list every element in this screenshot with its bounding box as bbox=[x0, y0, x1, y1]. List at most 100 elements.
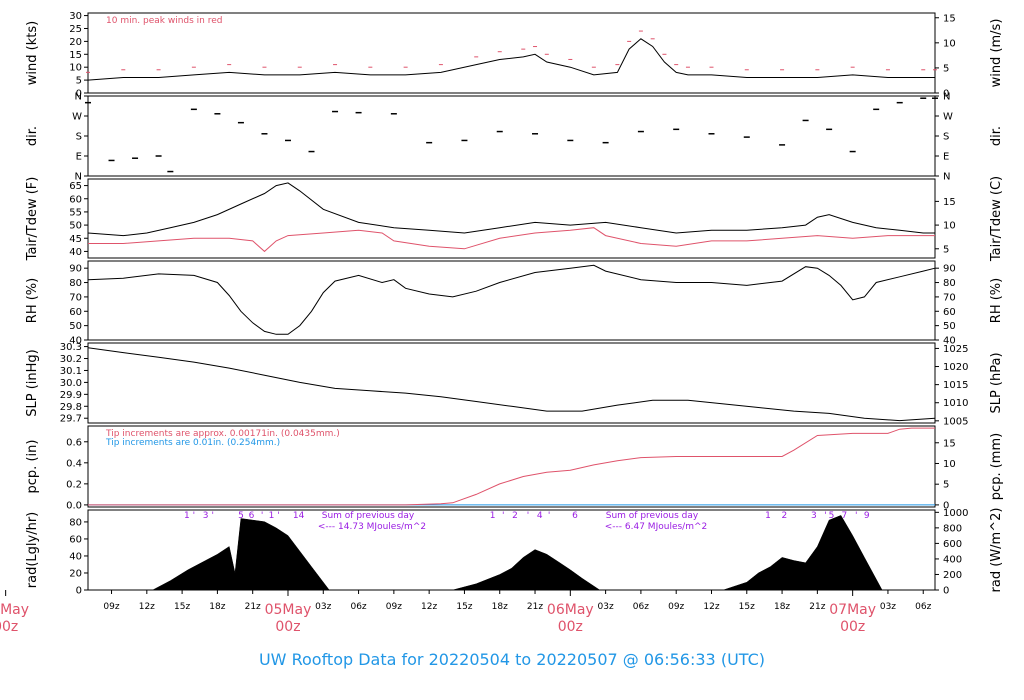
panel-frame-pcp bbox=[87, 425, 936, 508]
rad-hour-mark: ' bbox=[548, 511, 550, 521]
series-pcp bbox=[88, 427, 935, 506]
tick-label-left-rad: 20 bbox=[69, 568, 82, 579]
series-rad bbox=[152, 515, 883, 591]
day-label: 06May bbox=[547, 602, 594, 618]
y-label-right-rh: RH (%) bbox=[989, 278, 1004, 323]
tick-label-right-rad: 0 bbox=[943, 586, 949, 597]
y-label-right-dir: dir. bbox=[989, 126, 1004, 146]
rad-hour-mark: ' bbox=[527, 511, 529, 521]
rad-hour-mark: 2 bbox=[782, 511, 788, 521]
tick-label-right-pcp: 10 bbox=[943, 459, 956, 470]
panel-frame-dir bbox=[87, 95, 936, 177]
day-label: 07May bbox=[829, 602, 876, 618]
x-tick-label: 06z bbox=[633, 602, 649, 612]
y-label-left-rad: rad(Lgly/hr) bbox=[25, 512, 40, 588]
tick-label-right-wind: 15 bbox=[943, 13, 956, 24]
tick-label-right-rh: 80 bbox=[943, 278, 956, 289]
wind-note: 10 min. peak winds in red bbox=[106, 16, 223, 26]
x-tick-label: 12z bbox=[421, 602, 437, 612]
tick-label-left-rad: 60 bbox=[69, 534, 82, 545]
x-tick-label: 18z bbox=[209, 602, 225, 612]
tick-label-left-rh: 50 bbox=[69, 321, 82, 332]
chart-marks bbox=[85, 30, 938, 591]
x-tick-label: 21z bbox=[809, 602, 825, 612]
rad-hour-mark: 1 bbox=[765, 511, 771, 521]
tick-label-right-dir: W bbox=[943, 112, 953, 123]
tick-label-left-slp: 30.3 bbox=[60, 342, 82, 353]
tick-label-right-slp: 1025 bbox=[943, 344, 968, 355]
rad-hour-mark: 3 bbox=[811, 511, 817, 521]
tick-label-left-pcp: 0.2 bbox=[66, 479, 82, 490]
tick-label-right-wind: 0 bbox=[943, 89, 949, 100]
tick-label-left-slp: 29.8 bbox=[60, 402, 82, 413]
rad-hour-mark: 3 bbox=[203, 511, 209, 521]
tick-label-left-dir: N bbox=[75, 92, 82, 103]
pcp-note-red: Tip increments are approx. 0.00171in. (0… bbox=[105, 429, 340, 439]
tick-label-left-wind: 15 bbox=[69, 50, 82, 61]
x-tick-label: 12z bbox=[139, 602, 155, 612]
tick-label-left-dir: N bbox=[75, 172, 82, 183]
tick-label-left-dir: S bbox=[76, 132, 82, 143]
day-label: 04May bbox=[0, 602, 29, 618]
x-tick-label: 15z bbox=[739, 602, 755, 612]
tick-label-left-wind: 20 bbox=[69, 37, 82, 48]
rad-sum1-label: Sum of previous day bbox=[322, 511, 415, 521]
rad-hour-mark: 1 bbox=[269, 511, 275, 521]
x-tick-label: 09z bbox=[386, 602, 402, 612]
tick-label-left-rh: 80 bbox=[69, 278, 82, 289]
panel-frame-slp bbox=[87, 342, 936, 424]
rad-hour-mark: 6 bbox=[249, 511, 255, 521]
y-label-left-pcp: pcp. (in) bbox=[25, 440, 40, 494]
rad-hour-mark: ' bbox=[824, 511, 826, 521]
tick-label-left-rad: 40 bbox=[69, 551, 82, 562]
x-tick-label: 15z bbox=[174, 602, 190, 612]
tick-label-left-slp: 30.2 bbox=[60, 354, 82, 365]
tick-label-right-wind: 10 bbox=[943, 38, 956, 49]
tick-label-left-wind: 25 bbox=[69, 24, 82, 35]
tick-label-right-temp: 15 bbox=[943, 197, 956, 208]
tick-label-left-slp: 29.9 bbox=[60, 390, 82, 401]
y-label-right-slp: SLP (hPa) bbox=[989, 352, 1004, 413]
rad-hour-mark: 5 bbox=[238, 511, 244, 521]
x-tick-label: 09z bbox=[103, 602, 119, 612]
tick-label-right-temp: 5 bbox=[943, 244, 949, 255]
x-tick-label: 03z bbox=[598, 602, 614, 612]
tick-label-right-temp: 10 bbox=[943, 221, 956, 232]
tick-label-right-pcp: 0 bbox=[943, 500, 949, 511]
tick-label-left-wind: 30 bbox=[69, 11, 82, 22]
tick-label-left-temp: 65 bbox=[69, 181, 82, 192]
tick-label-left-rad: 0 bbox=[76, 586, 82, 597]
day-sub-label: 00z bbox=[840, 619, 865, 635]
x-tick-label: 21z bbox=[527, 602, 543, 612]
y-label-left-rh: RH (%) bbox=[25, 278, 40, 323]
chart-panels bbox=[5, 12, 939, 596]
x-tick-label: 21z bbox=[245, 602, 261, 612]
rad-hour-mark: 1 bbox=[490, 511, 496, 521]
tick-label-left-pcp: 0.0 bbox=[66, 500, 82, 511]
tick-label-right-slp: 1020 bbox=[943, 362, 968, 373]
tick-label-left-rh: 40 bbox=[69, 336, 82, 347]
x-tick-label: 15z bbox=[456, 602, 472, 612]
tick-label-right-slp: 1015 bbox=[943, 380, 968, 391]
tick-label-right-dir: N bbox=[943, 172, 950, 183]
rad-hour-mark: ' bbox=[211, 511, 213, 521]
panel-frame-wind bbox=[87, 12, 936, 94]
tick-label-left-slp: 29.7 bbox=[60, 414, 82, 425]
tick-label-right-pcp: 15 bbox=[943, 438, 956, 449]
tick-label-left-pcp: 0.4 bbox=[66, 458, 82, 469]
rad-hour-mark: 14 bbox=[293, 511, 305, 521]
day-sub-label: 00z bbox=[558, 619, 583, 635]
y-label-left-temp: Tair/Tdew (F) bbox=[25, 177, 40, 262]
rad-hour-mark: 4 bbox=[537, 511, 543, 521]
series-temp bbox=[88, 227, 935, 253]
tick-label-right-rad: 800 bbox=[943, 523, 962, 534]
day-label: 05May bbox=[265, 602, 312, 618]
rad-hour-mark: 7 bbox=[842, 511, 848, 521]
tick-label-right-rad: 1000 bbox=[943, 508, 968, 519]
rad-hour-mark: 9 bbox=[864, 511, 870, 521]
tick-label-right-slp: 1010 bbox=[943, 398, 968, 409]
rad-hour-mark: ' bbox=[502, 511, 504, 521]
tick-label-right-dir: S bbox=[943, 132, 949, 143]
rad-hour-mark: 5 bbox=[829, 511, 835, 521]
